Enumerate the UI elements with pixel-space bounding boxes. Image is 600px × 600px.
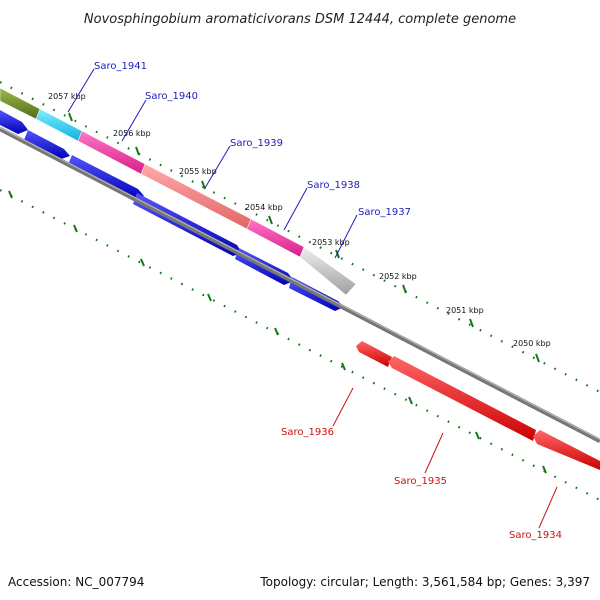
cog-segment-pink-2[interactable] [246,218,305,258]
accession-text: Accession: NC_007794 [8,575,144,589]
major-ticks [68,112,540,363]
kbp-labels: 2057 kbp 2056 kbp 2055 kbp 2054 kbp 2053… [48,92,551,348]
cds-saro-1939[interactable] [68,155,144,200]
cds-saro-1941[interactable] [0,110,28,134]
kbp-label: 2052 kbp [379,272,417,281]
gene-label-saro-1937[interactable]: Saro_1937 [358,207,411,218]
gene-label-saro-1940[interactable]: Saro_1940 [145,91,198,102]
cds-saro-1935[interactable] [388,356,536,441]
kbp-label: 2053 kbp [312,238,350,247]
genome-backbone [0,127,600,443]
kbp-label: 2050 kbp [513,339,551,348]
gene-label-saro-1934[interactable]: Saro_1934 [509,530,562,541]
cds-saro-1940[interactable] [24,130,70,159]
gene-label-saro-1938[interactable]: Saro_1938 [307,180,360,191]
reverse-cds-track [356,341,600,470]
cog-segment-grey[interactable] [299,246,357,296]
gene-label-saro-1936[interactable]: Saro_1936 [281,427,334,438]
reverse-gene-labels: Saro_1936 Saro_1935 Saro_1934 [281,387,562,541]
cog-category-track [0,87,357,296]
cds-saro-1934[interactable] [533,430,600,470]
genome-title: Novosphingobium aromaticivorans DSM 1244… [84,12,516,27]
kbp-label: 2056 kbp [113,129,151,138]
kbp-label: 2051 kbp [446,306,484,315]
forward-gene-labels: Saro_1941 Saro_1940 Saro_1939 Saro_1938 … [67,61,411,259]
cds-saro-1936[interactable] [356,341,392,367]
kbp-label: 2057 kbp [48,92,86,101]
gene-label-saro-1935[interactable]: Saro_1935 [394,476,447,487]
gene-label-saro-1939[interactable]: Saro_1939 [230,138,283,149]
cog-segment-cyan[interactable] [35,108,83,142]
gene-label-saro-1941[interactable]: Saro_1941 [94,61,147,72]
kbp-label: 2055 kbp [179,167,217,176]
topology-text: Topology: circular; Length: 3,561,584 bp… [259,575,590,589]
kbp-label: 2054 kbp [245,203,283,212]
outer-tick-track [0,81,600,393]
inner-major-ticks [8,190,547,474]
